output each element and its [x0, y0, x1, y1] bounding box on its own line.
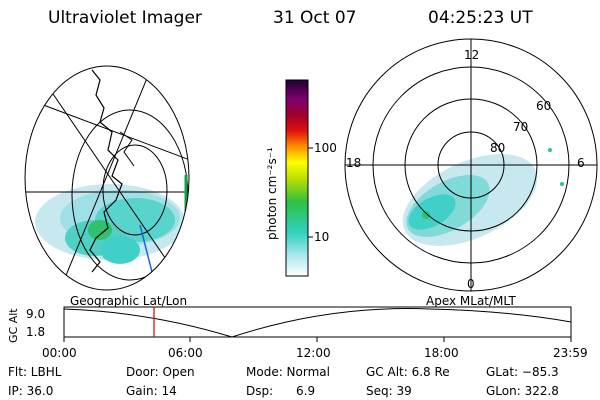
- colorbar-tick-100: 100: [314, 141, 337, 155]
- mlt-label-18: 18: [346, 156, 362, 170]
- time-tick-0600: 06:00: [168, 346, 203, 360]
- gc-alt-status: GC Alt: 6.8 Re: [366, 365, 450, 379]
- geo-map-caption: Geographic Lat/Lon: [70, 294, 188, 308]
- date-label: 31 Oct 07: [273, 8, 357, 28]
- mlt-label-0: 0: [467, 277, 475, 291]
- altitude-ytick-1-8: 1.8: [26, 325, 46, 339]
- dsp-status: Dsp: 6.9: [246, 384, 316, 398]
- mode-status: Mode: Normal: [246, 365, 330, 379]
- altitude-curve: [63, 308, 572, 338]
- mlat-label-70: 70: [513, 120, 529, 134]
- mlat-label-80: 80: [490, 141, 506, 155]
- time-tick-1800: 18:00: [424, 346, 459, 360]
- polar-grid: [344, 38, 598, 292]
- colorbar-tick-10: 10: [314, 230, 330, 244]
- altitude-ytick-9: 9.0: [26, 307, 46, 321]
- seq-status: Seq: 39: [366, 384, 412, 398]
- mlat-label-60: 60: [536, 99, 552, 113]
- time-tick-0000: 00:00: [42, 346, 77, 360]
- altitude-axis-label: GC Alt: [7, 308, 20, 343]
- time-label: 04:25:23 UT: [428, 8, 533, 28]
- greenland-coastline: [89, 69, 123, 273]
- geo-map-border: [24, 65, 190, 291]
- instrument-title: Ultraviolet Imager: [48, 8, 202, 28]
- mlt-label-12: 12: [464, 48, 480, 62]
- filter-status: Flt: LBHL: [8, 365, 62, 379]
- ip-status: IP: 36.0: [8, 384, 54, 398]
- time-tick-1200: 12:00: [296, 346, 331, 360]
- time-tick-2359: 23:59: [553, 346, 588, 360]
- geo-grid: [25, 66, 189, 290]
- mlt-label-6: 6: [577, 156, 585, 170]
- altitude-plot-frame: [63, 306, 572, 338]
- door-status: Door: Open: [126, 365, 195, 379]
- gain-status: Gain: 14: [126, 384, 177, 398]
- polar-map-caption: Apex MLat/MLT: [426, 294, 516, 308]
- polar-aurora-emission: [402, 154, 538, 246]
- glat-status: GLat: −85.3: [486, 365, 559, 379]
- glon-status: GLon: 322.8: [486, 384, 559, 398]
